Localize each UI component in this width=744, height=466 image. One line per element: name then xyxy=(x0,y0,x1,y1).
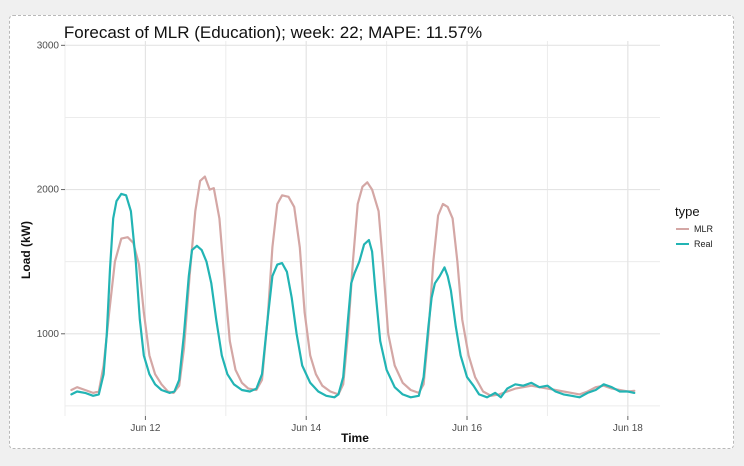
y-tick-label: 1000 xyxy=(37,329,60,340)
y-tick-label: 3000 xyxy=(37,40,60,51)
x-tick-label: Jun 18 xyxy=(613,423,643,434)
x-tick-label: Jun 12 xyxy=(130,423,160,434)
x-tick-label: Jun 14 xyxy=(291,423,321,434)
legend-label-mlr: MLR xyxy=(694,224,714,234)
legend: type MLR Real xyxy=(675,204,714,249)
x-axis-title: Time xyxy=(341,431,369,445)
grid-lines xyxy=(64,41,660,416)
forecast-chart: Jun 12 Jun 14 Jun 16 Jun 18 1000 2000 3000 For… xyxy=(19,23,714,445)
y-axis-title: Load (kW) xyxy=(19,221,33,279)
axis-ticks: Jun 12 Jun 14 Jun 16 Jun 18 1000 2000 3000 xyxy=(37,40,644,434)
series-line-real xyxy=(70,192,636,399)
series-layer xyxy=(70,175,636,399)
chart-title: Forecast of MLR (Education); week: 22; M… xyxy=(64,23,482,42)
legend-label-real: Real xyxy=(694,239,713,249)
y-tick-label: 2000 xyxy=(37,185,60,196)
chart-frame: Jun 12 Jun 14 Jun 16 Jun 18 1000 2000 3000 For… xyxy=(9,15,734,449)
x-tick-label: Jun 16 xyxy=(452,423,482,434)
legend-title: type xyxy=(675,204,700,219)
series-line-mlr xyxy=(70,175,636,397)
